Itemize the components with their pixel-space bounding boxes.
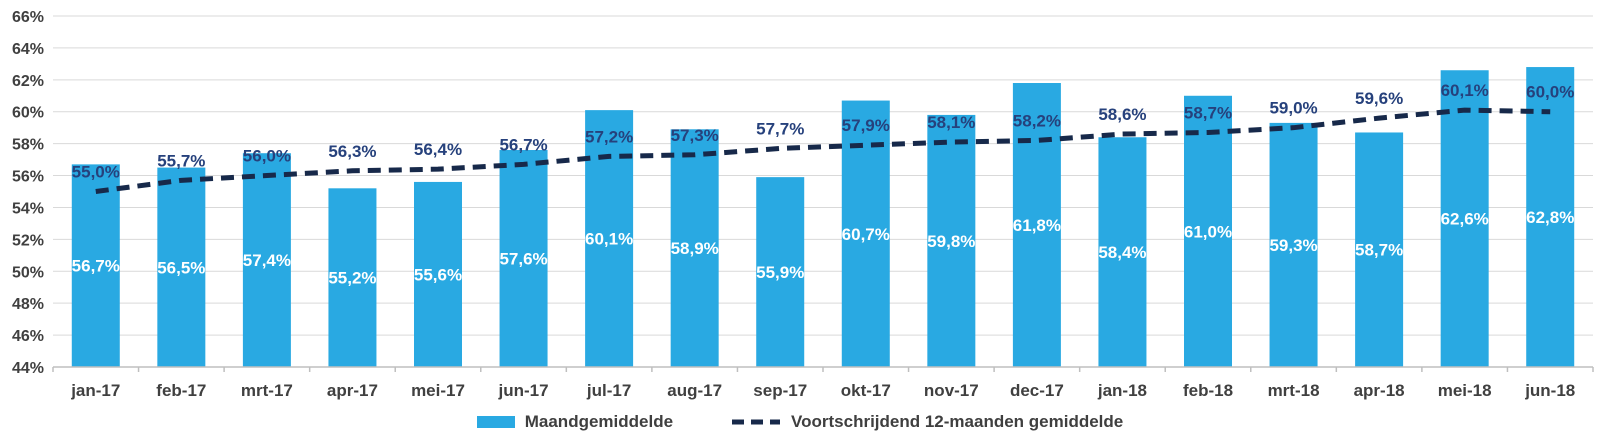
trend-value-label: 59,0% [1269,99,1317,118]
bar-value-label: 61,0% [1184,222,1232,241]
bar [585,110,634,367]
y-tick-label: 48% [12,296,44,313]
trend-value-label: 58,2% [1013,111,1061,130]
legend-item-voortschrijdend: Voortschrijdend 12-maanden gemiddelde [731,412,1123,432]
chart-canvas: 44% 46% 48% 50% 52% 54% 56% 58% 60% 62% 64% 66% 56,7… [12,9,1594,400]
x-tick-label: mrt-18 [1268,381,1320,400]
trend-value-label: 60,1% [1441,81,1489,100]
legend: Maandgemiddelde Voortschrijdend 12-maand… [0,404,1600,440]
bar [670,129,719,367]
y-tick-label: 44% [12,360,44,377]
bar [927,114,976,367]
y-tick-label: 58% [12,137,44,154]
bar-value-label: 55,6% [414,265,462,284]
bar-value-label: 57,4% [243,251,291,270]
bar [1355,132,1404,367]
bar-value-label: 58,4% [1098,243,1146,262]
trend-value-label: 60,0% [1526,83,1574,102]
y-tick-label: 66% [12,9,44,26]
bar-value-label: 55,2% [328,269,376,288]
x-tick-label: jun-18 [1524,381,1575,400]
y-tick-label: 60% [12,105,44,122]
bar [1184,95,1232,367]
x-tick-label: jan-18 [1097,381,1147,400]
y-tick-label: 50% [12,264,44,281]
bar-value-label: 59,8% [927,232,975,251]
bar [71,164,120,367]
trend-value-label: 58,1% [927,113,975,132]
x-tick-label: mei-18 [1438,381,1492,400]
bar [1269,122,1318,368]
x-tick-label: jun-17 [498,381,549,400]
bar-value-label: 61,8% [1013,216,1061,235]
x-tick-label: jul-17 [586,381,631,400]
bar-value-label: 62,8% [1526,208,1574,227]
bar [756,177,805,367]
bar [1440,70,1489,367]
bar-value-label: 57,6% [499,250,547,269]
y-tick-label: 52% [12,232,44,249]
trend-value-label: 56,7% [499,135,547,154]
trend-line [95,107,1551,194]
bar-value-label: 60,7% [842,225,890,244]
legend-label-maandgemiddelde: Maandgemiddelde [524,412,674,431]
y-tick-label: 54% [12,200,44,217]
trend-value-label: 58,6% [1098,105,1146,124]
bar [1526,67,1575,368]
bar-value-label: 55,9% [756,263,804,282]
x-tick-label: nov-17 [924,381,979,400]
legend-item-maandgemiddelde: Maandgemiddelde [476,412,674,432]
x-tick-label: mrt-17 [241,381,293,400]
x-tick-label: aug-17 [667,381,722,400]
x-tick-label: jan-17 [70,381,120,400]
trend-value-label: 56,0% [243,147,291,166]
bar-series-swatch-icon [476,416,515,428]
bar-value-label: 56,5% [157,258,205,277]
trend-value-label: 55,7% [157,151,205,170]
x-tick-label: feb-17 [156,381,206,400]
bar [157,167,206,367]
bar [328,188,377,367]
x-tick-label: dec-17 [1010,381,1064,400]
bar-value-label: 59,3% [1269,236,1317,255]
x-tick-label: mei-17 [411,381,465,400]
bar [1012,83,1061,367]
trend-value-label: 57,2% [585,127,633,146]
y-tick-label: 56% [12,169,44,186]
bar-value-label: 58,9% [671,239,719,258]
trend-value-label: 56,3% [328,142,376,161]
trend-value-label: 57,3% [671,126,719,145]
x-tick-label: apr-18 [1354,381,1405,400]
bar-value-label: 62,6% [1441,210,1489,229]
bar-value-label: 56,7% [72,257,120,276]
x-tick-label: apr-17 [327,381,378,400]
x-tick-label: sep-17 [753,381,807,400]
y-tick-label: 62% [12,73,44,90]
bar [242,153,291,367]
trend-value-label: 55,0% [72,163,120,182]
trend-value-label: 57,7% [756,119,804,138]
trend-value-label: 57,9% [842,116,890,135]
bar [1098,137,1147,367]
trend-value-label: 59,6% [1355,89,1403,108]
bar-value-label: 58,7% [1355,241,1403,260]
trend-value-label: 58,7% [1184,103,1232,122]
bar [499,150,548,367]
bar-value-label: 60,1% [585,230,633,249]
bar [414,181,462,367]
y-tick-label: 64% [12,41,44,58]
dashed-line-icon [732,419,781,425]
x-tick-label: feb-18 [1183,381,1233,400]
x-tick-label: okt-17 [841,381,891,400]
trend-value-label: 56,4% [414,140,462,159]
y-tick-label: 46% [12,328,44,345]
legend-label-voortschrijdend: Voortschrijdend 12-maanden gemiddelde [791,412,1124,431]
